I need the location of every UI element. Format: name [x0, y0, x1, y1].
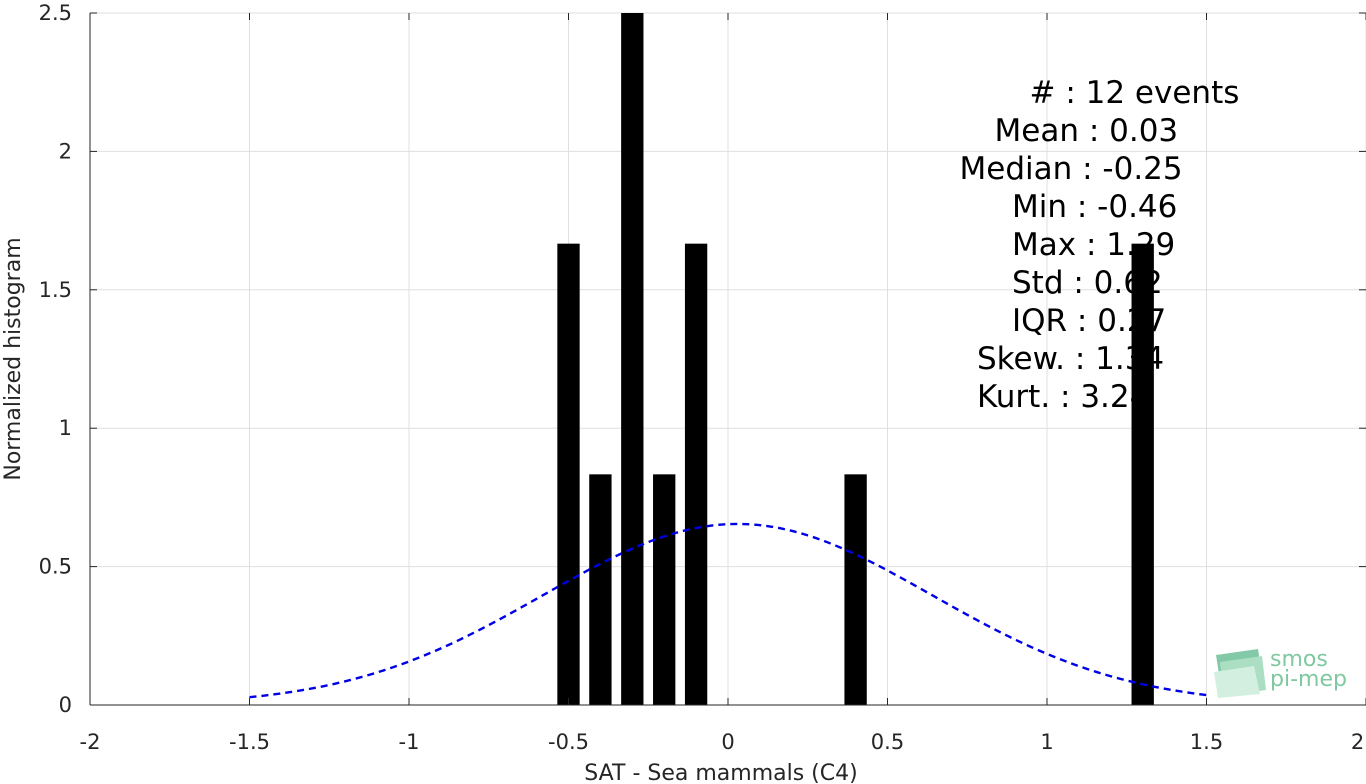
histogram-bar-4	[684, 243, 708, 705]
x-tick-labels: -2 -1.5 -1 -0.5 0 0.5 1 1.5 2	[80, 730, 1365, 754]
stat-line-4: Max : 1.29	[1012, 227, 1175, 263]
y-tick-label-4: 2	[59, 139, 72, 163]
histogram-bar-0	[557, 243, 580, 705]
x-tick-label-2: -1	[399, 730, 420, 754]
stat-line-8: Kurt. : 3.24	[977, 379, 1149, 415]
y-tick-label-3: 1.5	[39, 278, 72, 302]
histogram-bar-2	[621, 13, 644, 705]
histogram-bar-1	[589, 474, 612, 705]
x-tick-label-7: 1.5	[1190, 730, 1223, 754]
stat-line-1: Mean : 0.03	[995, 113, 1179, 149]
y-tick-label-2: 1	[59, 416, 72, 440]
histogram-bar-3	[653, 474, 676, 705]
x-tick-label-3: -0.5	[548, 730, 589, 754]
y-axis-label: Normalized histogram	[1, 237, 26, 480]
x-tick-label-1: -1.5	[229, 730, 270, 754]
x-tick-label-6: 1	[1040, 730, 1053, 754]
x-tick-label-4: 0	[721, 730, 734, 754]
stat-line-7: Skew. : 1.34	[977, 341, 1164, 377]
stat-line-3: Min : -0.46	[1012, 189, 1177, 225]
stat-line-0: # : 12 events	[1030, 75, 1240, 111]
smos-pi-mep-logo: smos pi-mep	[1214, 647, 1347, 698]
stat-line-6: IQR : 0.27	[1012, 303, 1166, 339]
y-tick-labels: 0 0.5 1 1.5 2 2.5	[39, 1, 72, 717]
y-tick-label-5: 2.5	[39, 1, 72, 25]
x-tick-label-8: 2	[1351, 730, 1364, 754]
logo-text-pi-mep: pi-mep	[1270, 667, 1347, 692]
axes	[89, 12, 1366, 706]
stat-line-5: Std : 0.62	[1012, 265, 1163, 301]
x-tick-label-5: 0.5	[871, 730, 904, 754]
logo-mark-icon	[1214, 649, 1266, 698]
logo-text-smos: smos	[1270, 647, 1328, 672]
y-tick-label-1: 0.5	[39, 555, 72, 579]
x-tick-label-0: -2	[80, 730, 101, 754]
y-tick-label-0: 0	[59, 693, 72, 717]
histogram-bar-5	[844, 474, 867, 705]
histogram-bar-6	[1131, 243, 1154, 705]
histogram-bars	[557, 13, 1154, 705]
x-axis-label: SAT - Sea mammals (C4)	[584, 761, 857, 784]
stat-line-2: Median : -0.25	[960, 151, 1183, 187]
